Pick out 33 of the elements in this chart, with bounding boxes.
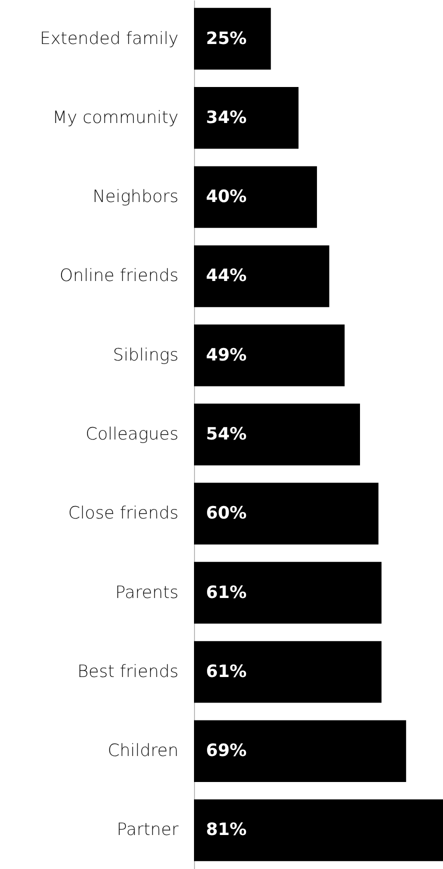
data-label: 81% xyxy=(206,820,247,840)
bar xyxy=(194,87,299,149)
y-tick-label: Colleagues xyxy=(86,424,178,444)
bar xyxy=(194,245,330,308)
data-label: 40% xyxy=(206,187,247,208)
data-label: 34% xyxy=(206,108,247,128)
bar xyxy=(194,166,317,228)
bar xyxy=(194,641,382,703)
y-tick-label: Neighbors xyxy=(92,187,178,208)
data-label: 44% xyxy=(206,266,247,286)
data-label: 49% xyxy=(206,345,247,366)
bar xyxy=(194,799,443,862)
y-tick-label: Partner xyxy=(116,820,178,840)
bar xyxy=(194,562,382,624)
data-label: 25% xyxy=(206,28,247,49)
y-tick-label: Online friends xyxy=(60,266,178,286)
y-tick-label: Parents xyxy=(115,582,178,603)
bar xyxy=(194,8,271,70)
bar xyxy=(194,482,378,545)
data-label: 60% xyxy=(206,504,247,524)
y-tick-label: Best friends xyxy=(77,662,178,682)
y-tick-label: Children xyxy=(108,741,178,762)
data-label: 61% xyxy=(206,582,247,603)
y-tick-label: Extended family xyxy=(40,28,178,49)
bar xyxy=(194,324,345,386)
data-label: 54% xyxy=(206,424,247,444)
data-label: 61% xyxy=(206,662,247,682)
y-tick-label: My community xyxy=(52,108,178,128)
y-tick-label: Close friends xyxy=(68,504,178,524)
data-label: 69% xyxy=(206,741,247,762)
y-tick-label: Siblings xyxy=(112,345,178,366)
bar xyxy=(194,404,360,466)
bar xyxy=(194,720,406,782)
